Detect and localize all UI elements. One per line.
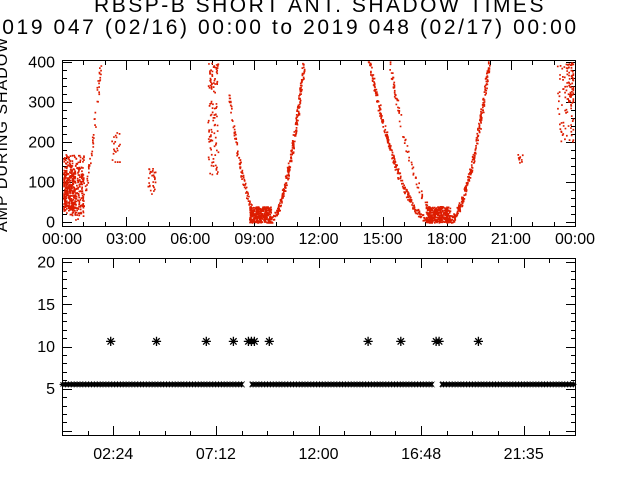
top-x-tick-label: 15:00 [363,231,403,248]
bottom-y-tick-label: 15 [37,297,55,314]
top-y-tick-label: 0 [46,215,55,232]
bottom-panel-frame [62,258,576,436]
scatter-points-shadow-amp [63,61,575,224]
band-gap-marker [242,379,252,390]
bottom-y-tick-label: 10 [37,339,55,356]
top-y-tick-label: 400 [28,55,55,72]
bottom-y-tick-label: 5 [46,381,55,398]
top-axis-ticks [62,61,576,226]
top-panel-frame [62,60,576,227]
top-x-tick-label: 12:00 [298,231,338,248]
bottom-x-tick-label: 16:48 [401,446,441,463]
asterisk-markers-upper [106,336,483,346]
band-gap-marker [432,379,442,390]
top-y-tick-label: 100 [28,175,55,192]
top-x-tick-label: 21:00 [491,231,531,248]
bottom-axis-ticks [63,259,576,435]
bottom-x-tick-label: 21:35 [504,446,544,463]
bottom-x-tick-label: 02:24 [93,446,133,463]
top-x-tick-label: 00:00 [42,231,82,248]
bottom-y-tick-label: 20 [37,255,55,272]
top-x-tick-label: 03:00 [106,231,146,248]
top-x-tick-label: 18:00 [427,231,467,248]
top-panel-ylabel: AMP DURING SHADOW [0,36,11,232]
plot-subtitle: 2019 047 (02/16) 00:00 to 2019 048 (02/1… [0,16,579,39]
top-y-tick-label: 200 [28,135,55,152]
top-x-tick-label: 09:00 [234,231,274,248]
bottom-x-tick-label: 07:12 [196,446,236,463]
top-x-tick-label: 00:00 [555,231,595,248]
asterisk-band-time-between [59,381,577,388]
top-x-tick-label: 06:00 [170,231,210,248]
top-y-tick-label: 300 [28,95,55,112]
bottom-x-tick-label: 12:00 [298,446,338,463]
plot-title: RBSP-B SHORT ANT. SHADOW TIMES [94,0,546,17]
